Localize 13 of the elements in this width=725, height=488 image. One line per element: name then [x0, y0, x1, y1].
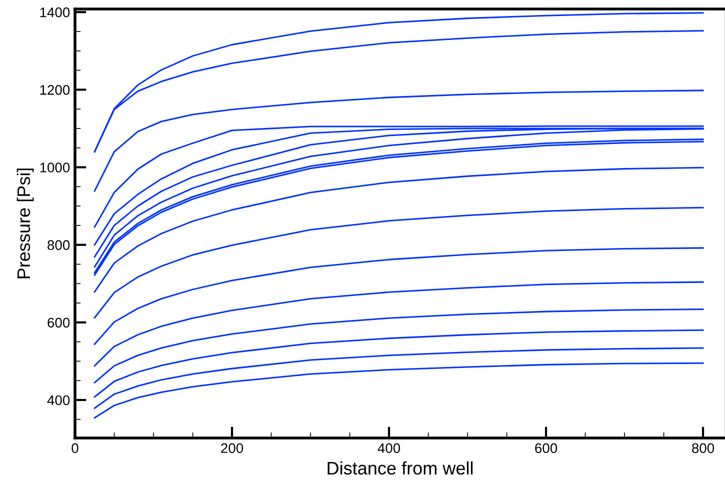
- y-tick-label: 800: [48, 240, 70, 250]
- y-tick-label: 400: [47, 395, 70, 406]
- y-tick-label: 1000: [40, 162, 70, 172]
- x-tick-label: 800: [692, 443, 714, 454]
- x-tick-label: 200: [221, 443, 244, 454]
- y-axis-title: Pressure [Psi]: [16, 168, 34, 278]
- y-tick-label: 1400: [40, 7, 70, 18]
- x-axis-title: Distance from well: [328, 461, 473, 475]
- x-tick-label: 0: [72, 443, 78, 454]
- x-tick-label: 600: [535, 443, 558, 454]
- y-tick-label: 600: [48, 318, 70, 328]
- y-tick-label: 1200: [40, 85, 70, 95]
- x-tick-label: 400: [378, 443, 400, 454]
